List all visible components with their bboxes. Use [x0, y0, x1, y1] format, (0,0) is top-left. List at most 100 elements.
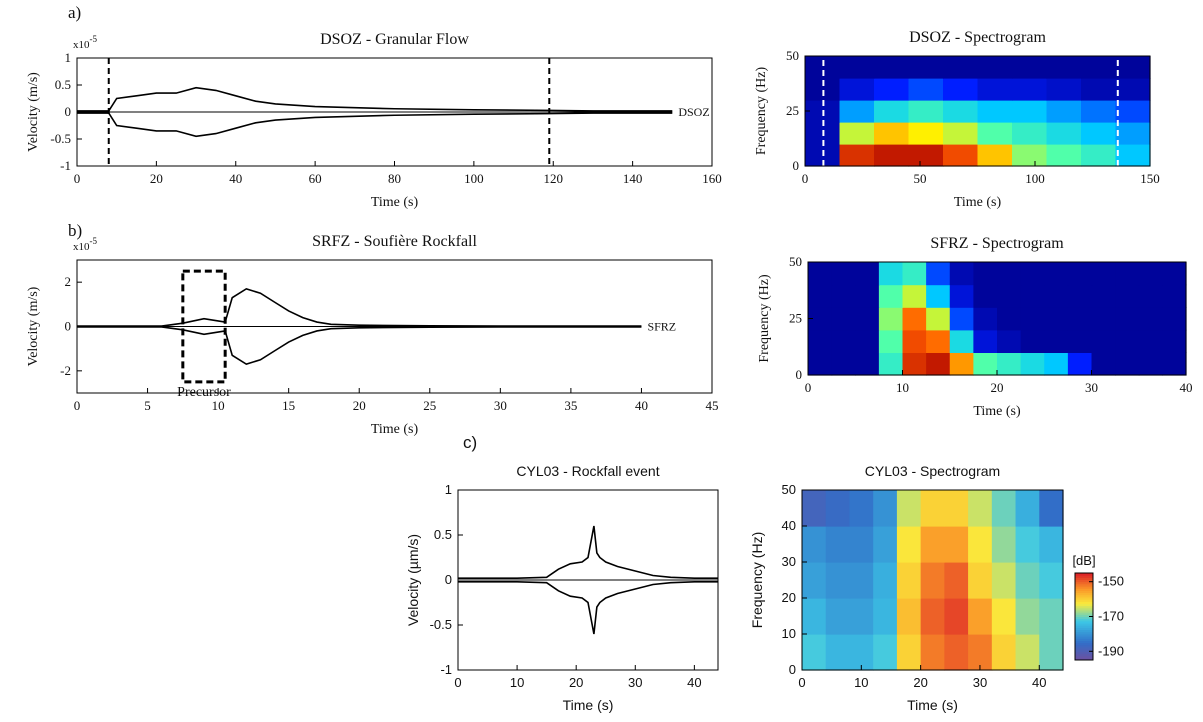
y-tick-label: 40: [782, 518, 796, 533]
colorbar-band: [1075, 594, 1093, 598]
y-axis-label: Velocity (m/s): [26, 72, 41, 152]
colorbar-tick-label: -190: [1098, 643, 1124, 658]
spectrogram-cell: [874, 78, 910, 101]
spectrogram-cell: [1115, 307, 1140, 331]
spectrogram-cell: [908, 122, 944, 145]
spectrogram-cell: [1091, 329, 1116, 353]
spectrogram-cell: [825, 526, 851, 563]
x-axis-label: Time (s): [954, 195, 1002, 210]
spectrogram-cell: [839, 100, 875, 123]
chart-title: SFRZ - Spectrogram: [930, 235, 1064, 252]
spectrogram-cell: [1138, 284, 1163, 308]
y-tick-label: 0: [445, 572, 452, 587]
spectrogram-cell: [968, 490, 993, 527]
chart-title: SRFZ - Soufière Rockfall: [312, 233, 477, 250]
y-tick-label: 25: [789, 311, 802, 326]
y-tick-label: -0.5: [430, 617, 452, 632]
spectrogram-cell: [825, 634, 851, 671]
spectrogram-cell: [1012, 144, 1048, 167]
spectrogram-cell: [968, 562, 993, 599]
spectrogram-cell: [1115, 56, 1151, 79]
spectrogram-cell: [1081, 122, 1117, 145]
y-tick-label: 50: [782, 482, 796, 497]
y-tick-label: 0: [65, 104, 72, 119]
spectrogram-cell: [997, 329, 1022, 353]
colorbar-band: [1075, 614, 1093, 617]
colorbar-band: [1075, 601, 1093, 604]
spectrogram-cell: [949, 307, 974, 331]
x-tick-label: 20: [913, 675, 927, 690]
spectrogram-cell: [926, 307, 951, 331]
spectrogram-cell: [944, 490, 969, 527]
spectrogram-cell: [802, 562, 827, 599]
colorbar-band: [1075, 609, 1093, 613]
spectrogram-cell: [874, 122, 910, 145]
x-tick-label: 10: [212, 398, 225, 413]
colorbar-band: [1075, 638, 1093, 641]
x-tick-label: 40: [687, 675, 701, 690]
spectrogram-cell: [802, 598, 827, 635]
y-tick-label: 0: [789, 662, 796, 677]
spectrogram-cell: [943, 144, 979, 167]
spectrogram-cell: [855, 284, 880, 308]
spectrogram-cell: [1046, 56, 1082, 79]
spectrogram-cell: [1067, 284, 1093, 308]
spectrogram-cell: [1012, 56, 1048, 79]
y-tick-label: 50: [786, 48, 799, 63]
spectrogram-cell: [1115, 100, 1151, 123]
spectrogram-cell: [873, 526, 898, 563]
spectrogram-cell: [805, 56, 841, 79]
x-tick-label: 10: [896, 380, 909, 395]
colorbar-band: [1075, 642, 1093, 646]
spectrogram-cell: [849, 490, 874, 527]
spectrogram-cell: [1015, 490, 1040, 527]
colorbar-band: [1075, 581, 1093, 585]
spectrogram-cell: [977, 144, 1013, 167]
colorbar-band: [1075, 627, 1093, 631]
spectrogram-cell: [1138, 352, 1163, 376]
y-tick-label: 30: [782, 554, 796, 569]
spectrogram-cell: [902, 307, 927, 331]
spectrogram-cell: [874, 144, 910, 167]
x-tick-label: 40: [635, 398, 648, 413]
spectrogram-cell: [1020, 352, 1045, 376]
colorbar-band: [1075, 655, 1093, 659]
multiplier-base: x10: [73, 241, 90, 253]
x-tick-label: 35: [564, 398, 577, 413]
spectrogram-cell: [802, 526, 827, 563]
colorbar-band: [1075, 633, 1093, 637]
envelope-upper: [77, 287, 642, 327]
spectrogram-cell: [926, 262, 951, 286]
spectrogram-cell: [805, 78, 841, 101]
spectrogram-cell: [997, 352, 1022, 376]
multiplier-exponent: -5: [90, 236, 98, 246]
x-tick-label: 30: [494, 398, 507, 413]
spectrogram-cell: [1020, 307, 1045, 331]
y-tick-label: 25: [786, 103, 799, 118]
spectrogram-cell: [943, 56, 979, 79]
y-tick-label: -1: [440, 662, 452, 677]
spectrogram-cell: [1067, 352, 1093, 376]
spectrogram-cell: [1044, 329, 1069, 353]
spectrogram-cell: [908, 56, 944, 79]
colorbar-band: [1075, 640, 1093, 644]
spectrogram-cell: [1015, 526, 1040, 563]
x-tick-label: 120: [544, 171, 564, 186]
spectrogram-cell: [1115, 262, 1140, 286]
spectrogram-cell: [1046, 122, 1082, 145]
spectrogram-cell: [920, 490, 945, 527]
spectrogram-cell: [1020, 284, 1045, 308]
colorbar-band: [1075, 631, 1093, 635]
spectrogram-cell: [1115, 284, 1140, 308]
spectrogram-cell: [896, 634, 922, 671]
colorbar-band: [1075, 649, 1093, 652]
spectrogram-cell: [991, 634, 1017, 671]
x-tick-label: 0: [74, 171, 81, 186]
spectrogram-cell: [908, 100, 944, 123]
spectrogram-cell: [949, 329, 974, 353]
x-tick-label: 100: [1025, 171, 1045, 186]
spectrogram-cell: [1046, 78, 1082, 101]
spectrogram-cell: [831, 307, 856, 331]
spectrogram-cell: [973, 307, 998, 331]
